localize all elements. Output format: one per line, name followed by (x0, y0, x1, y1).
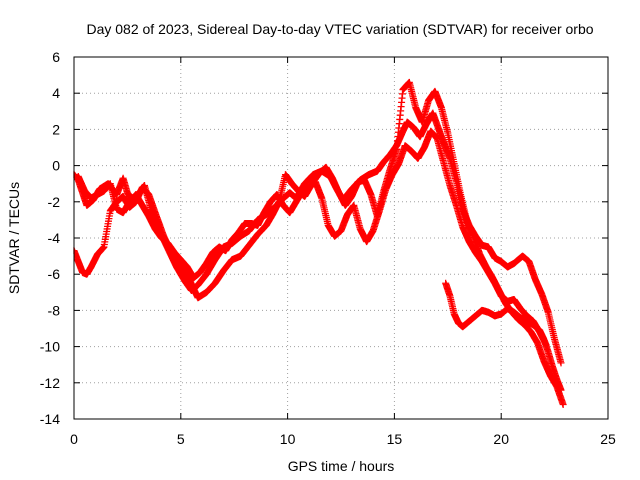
series-track-4 (442, 279, 565, 394)
axes: 0 5 10 15 20 25 -14 -12 -10 -8 -6 -4 -2 0 2 4 6 (40, 49, 616, 447)
data-point (557, 359, 565, 367)
y-axis-label: SDTVAR / TECUs (6, 182, 22, 294)
y-tick-label: 4 (52, 85, 60, 101)
x-axis-label: GPS time / hours (288, 458, 395, 474)
x-tick-label: 0 (70, 431, 78, 447)
x-tick-label: 20 (493, 431, 509, 447)
y-tick-label: -8 (48, 302, 61, 318)
x-tick-label: 10 (280, 431, 296, 447)
y-tick-label: 2 (52, 121, 60, 137)
x-tick-label: 15 (387, 431, 403, 447)
x-tick-label: 5 (177, 431, 185, 447)
y-tick-label: -2 (48, 194, 61, 210)
data-point (557, 386, 565, 394)
y-tick-label: -14 (40, 411, 60, 427)
y-tick-label: -6 (48, 266, 61, 282)
y-tick-label: 0 (52, 158, 60, 174)
data-point (559, 401, 567, 409)
chart-title: Day 082 of 2023, Sidereal Day-to-day VTE… (86, 21, 593, 37)
data-points (73, 78, 567, 409)
series-track-2 (73, 78, 567, 409)
y-tick-label: -4 (48, 230, 61, 246)
y-tick-label: -10 (40, 339, 60, 355)
x-tick-label: 25 (600, 431, 616, 447)
y-tick-label: -12 (40, 375, 60, 391)
y-tick-label: 6 (52, 49, 60, 65)
